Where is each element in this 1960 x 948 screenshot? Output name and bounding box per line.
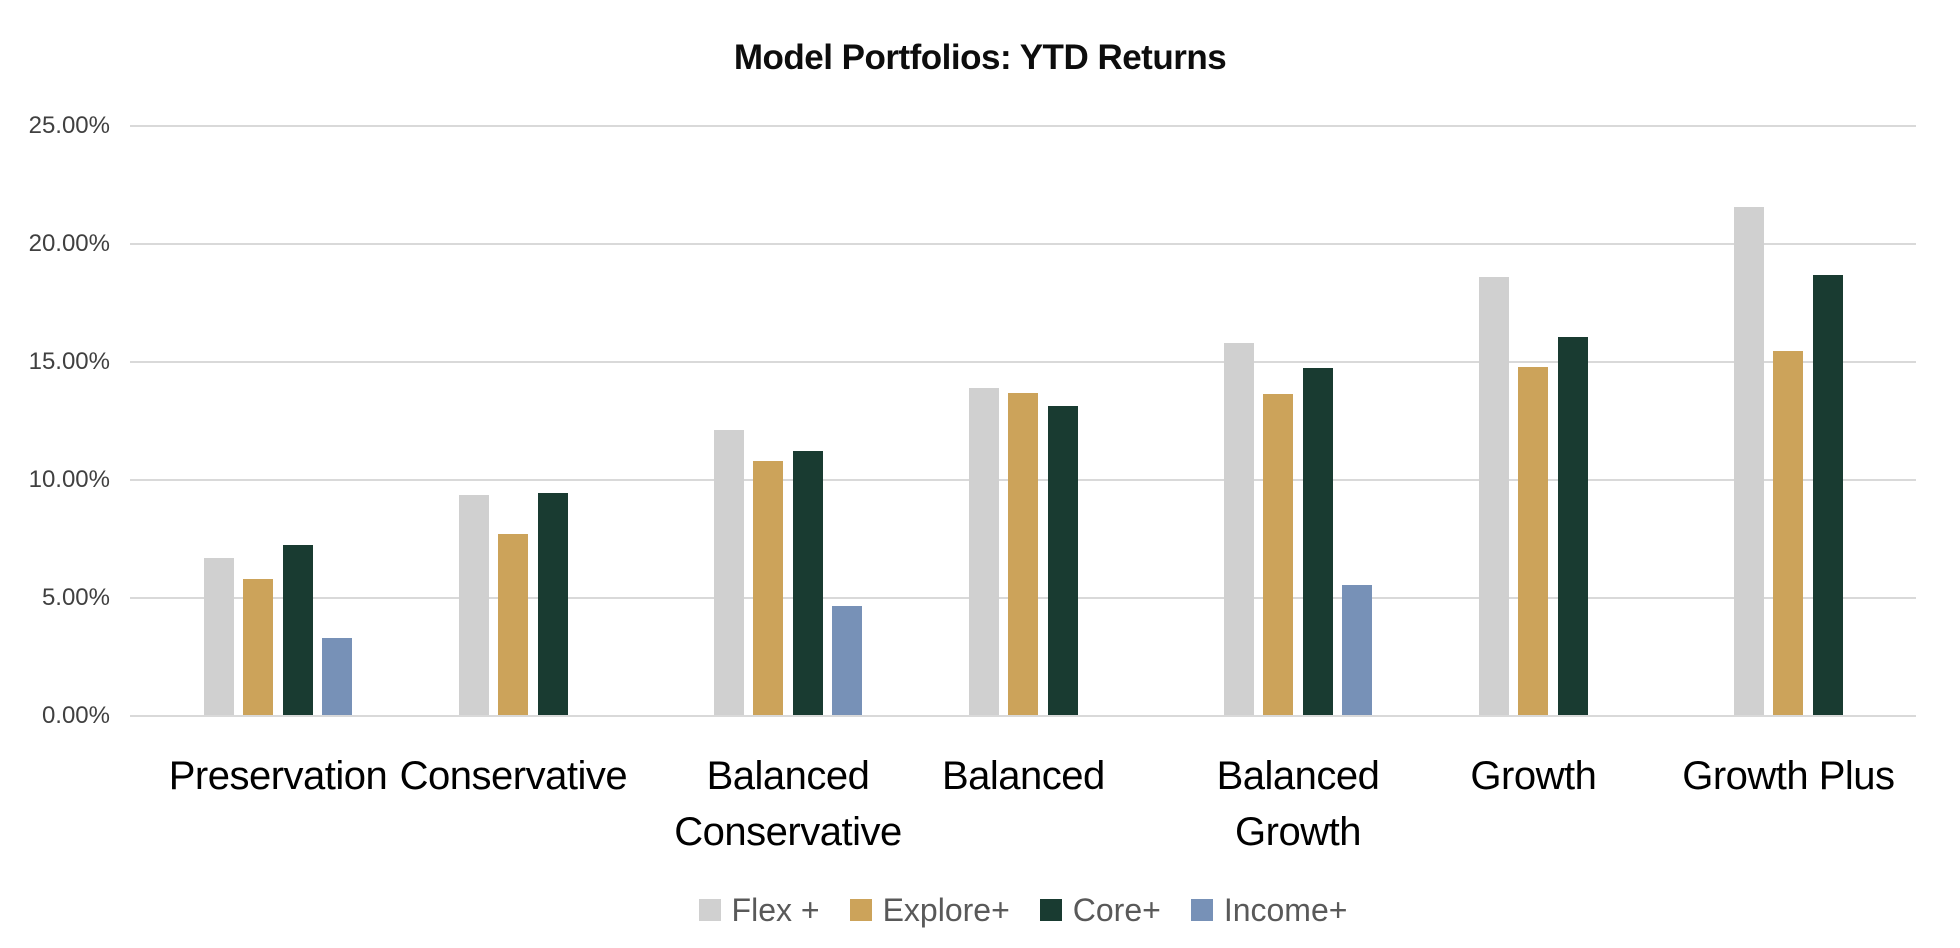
y-axis-tick-label: 20.00% [28, 230, 110, 257]
bar-flex-balanced-conservative[interactable] [714, 430, 744, 715]
bar-explore-balanced-conservative[interactable] [753, 461, 783, 715]
legend-label: Explore+ [882, 891, 1010, 928]
chart-title: Model Portfolios: YTD Returns [733, 38, 1227, 77]
x-axis-category-label: Growth Plus [1682, 754, 1895, 798]
bar-explore-balanced-growth[interactable] [1263, 393, 1293, 715]
legend-item-flex[interactable]: Flex + [698, 891, 820, 929]
bar-flex-balanced-growth[interactable] [1224, 343, 1254, 715]
bar-income-preservation[interactable] [322, 638, 352, 715]
bar-core-growth[interactable] [1558, 337, 1588, 715]
bar-core-preservation[interactable] [283, 544, 313, 715]
x-axis-category-label: Growth [1470, 754, 1597, 798]
bar-income-balanced-conservative[interactable] [832, 606, 862, 715]
bar-core-balanced-conservative[interactable] [793, 450, 823, 715]
y-axis-tick-label: 15.00% [28, 348, 110, 375]
gridline [130, 715, 1916, 717]
legend-swatch-icon [849, 899, 872, 921]
bar-flex-conservative[interactable] [459, 495, 489, 715]
legend-label: Income+ [1223, 891, 1348, 928]
chart-legend: Flex + Explore+ Core+ Income+ [130, 888, 1916, 932]
bar-flex-growth[interactable] [1479, 277, 1509, 715]
gridline [130, 243, 1916, 245]
bar-flex-growth-plus[interactable] [1734, 207, 1764, 715]
bar-flex-preservation[interactable] [204, 557, 234, 715]
y-axis-tick-label: 0.00% [41, 702, 110, 729]
x-axis-category-label: Balanced [941, 754, 1105, 798]
x-axis-category-label: Preservation [168, 754, 388, 798]
gridline [130, 125, 1916, 127]
bar-core-balanced-growth[interactable] [1303, 367, 1333, 715]
legend-label: Core+ [1072, 891, 1161, 928]
x-axis-category-label: Conservative [399, 754, 628, 798]
x-axis-category-label: Balanced Growth [1216, 754, 1380, 854]
bar-flex-balanced[interactable] [969, 387, 999, 715]
legend-label: Flex + [731, 891, 820, 928]
y-axis-tick-label: 5.00% [41, 584, 110, 611]
legend-swatch-icon [1039, 899, 1062, 921]
x-axis-category-label: Balanced Conservative [674, 754, 902, 854]
legend-item-explore[interactable]: Explore+ [849, 891, 1010, 929]
gridline [130, 361, 1916, 363]
bar-explore-preservation[interactable] [243, 579, 273, 715]
bar-core-growth-plus[interactable] [1813, 274, 1843, 715]
legend-swatch-icon [698, 899, 721, 921]
legend-item-income[interactable]: Income+ [1190, 891, 1348, 929]
bar-explore-balanced[interactable] [1008, 392, 1038, 715]
bar-income-balanced-growth[interactable] [1342, 585, 1372, 715]
y-axis-tick-label: 25.00% [28, 112, 110, 139]
legend-swatch-icon [1190, 899, 1213, 921]
bar-core-conservative[interactable] [538, 492, 568, 715]
bar-explore-growth[interactable] [1518, 366, 1548, 715]
bar-core-balanced[interactable] [1048, 405, 1078, 715]
y-axis-tick-label: 10.00% [28, 466, 110, 493]
bar-explore-conservative[interactable] [498, 534, 528, 715]
bar-explore-growth-plus[interactable] [1773, 351, 1803, 715]
legend-item-core[interactable]: Core+ [1039, 891, 1161, 929]
